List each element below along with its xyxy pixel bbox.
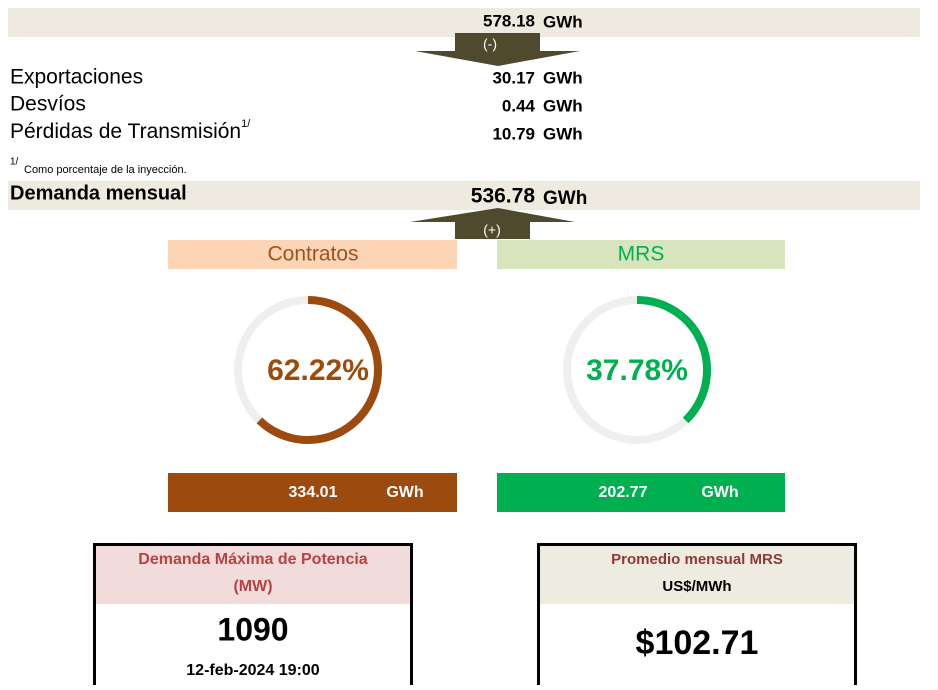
mrs-price-value: $102.71 [636, 624, 759, 662]
arrow-label: (+) [483, 222, 501, 238]
injection-value: 578.18 [483, 11, 535, 30]
loss-value: 10.79 [492, 124, 535, 143]
mrs-energy-bar [497, 473, 785, 512]
gauge-label: 62.22% [267, 354, 369, 387]
mrs-price-subtitle: US$/MWh [662, 578, 731, 595]
max-demand-subtitle: (MW) [233, 578, 272, 595]
max-demand-title: Demanda Máxima de Potencia [138, 551, 368, 568]
arrow-head [410, 208, 575, 222]
injection-unit: GWh [543, 12, 583, 31]
demand-value: 536.78 [471, 185, 536, 208]
mrs-unit: GWh [701, 484, 738, 501]
loss-label: Desvíos [10, 93, 86, 116]
contracts-energy: 334.01 [289, 484, 338, 501]
max-demand-date: 12-feb-2024 19:00 [186, 662, 320, 679]
arrow-head [415, 51, 580, 66]
max-demand-value: 1090 [217, 611, 288, 647]
loss-label: Pérdidas de Transmisión1/ [10, 118, 251, 143]
demand-band [8, 181, 920, 210]
gauge-arc [256, 296, 382, 444]
max-demand-header [96, 546, 410, 604]
loss-label-text: Pérdidas de Transmisión [10, 120, 241, 143]
contracts-header [168, 240, 457, 269]
footnote-text: Como porcentaje de la inyección. [24, 164, 187, 176]
injection-band [8, 8, 920, 37]
contracts-title: Contratos [267, 243, 358, 266]
loss-value: 0.44 [502, 96, 536, 115]
mrs-header [497, 240, 785, 269]
gauge-label: 37.78% [586, 354, 688, 387]
loss-unit: GWh [543, 124, 583, 143]
contracts-unit: GWh [386, 484, 423, 501]
contracts-energy-bar [168, 473, 457, 512]
demand-label: Demanda mensual [10, 182, 187, 204]
note-mark: 1/ [241, 118, 251, 130]
mrs-title: MRS [618, 243, 665, 266]
loss-unit: GWh [543, 96, 583, 115]
loss-unit: GWh [543, 68, 583, 87]
demand-unit: GWh [543, 188, 587, 209]
gauge-arc [636, 296, 711, 424]
arrow-body [455, 222, 530, 239]
mrs-price-title: Promedio mensual MRS [611, 551, 783, 568]
arrow-body [455, 33, 540, 51]
loss-label: Exportaciones [10, 66, 143, 89]
mrs-energy: 202.77 [599, 484, 648, 501]
arrow-label: (-) [483, 36, 497, 52]
mrs-price-header [540, 546, 854, 604]
footnote-mark: 1/ [10, 157, 19, 168]
loss-value: 30.17 [492, 68, 535, 87]
